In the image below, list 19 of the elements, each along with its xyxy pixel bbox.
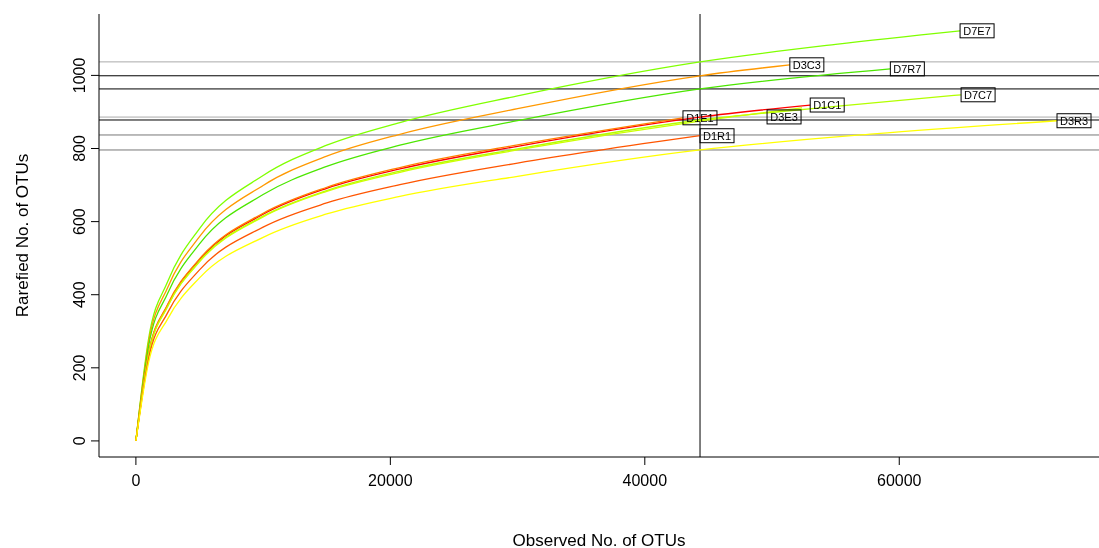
x-tick-label: 0 xyxy=(131,472,141,490)
series-label: D7E7 xyxy=(963,24,991,37)
y-tick-label: 600 xyxy=(71,208,88,235)
x-tick-label: 20000 xyxy=(368,472,413,490)
series-label: D3E3 xyxy=(770,110,798,123)
series-label: D7C7 xyxy=(964,88,993,101)
y-tick-label: 1000 xyxy=(71,57,88,94)
y-tick-label: 0 xyxy=(71,436,88,446)
y-tick-label: 200 xyxy=(71,354,88,382)
y-tick-label: 800 xyxy=(71,135,88,162)
y-axis-title: Rarefied No. of OTUs xyxy=(13,153,33,318)
x-axis-title: Observed No. of OTUs xyxy=(512,531,686,548)
series-label: D3C3 xyxy=(792,58,821,71)
x-tick-label: 40000 xyxy=(622,472,668,490)
x-tick-label: 60000 xyxy=(877,472,922,490)
series-label: D1R1 xyxy=(702,129,732,142)
series-label: D3R3 xyxy=(1059,114,1089,127)
y-tick-label: 400 xyxy=(71,281,88,309)
series-label: D7R7 xyxy=(893,62,922,75)
